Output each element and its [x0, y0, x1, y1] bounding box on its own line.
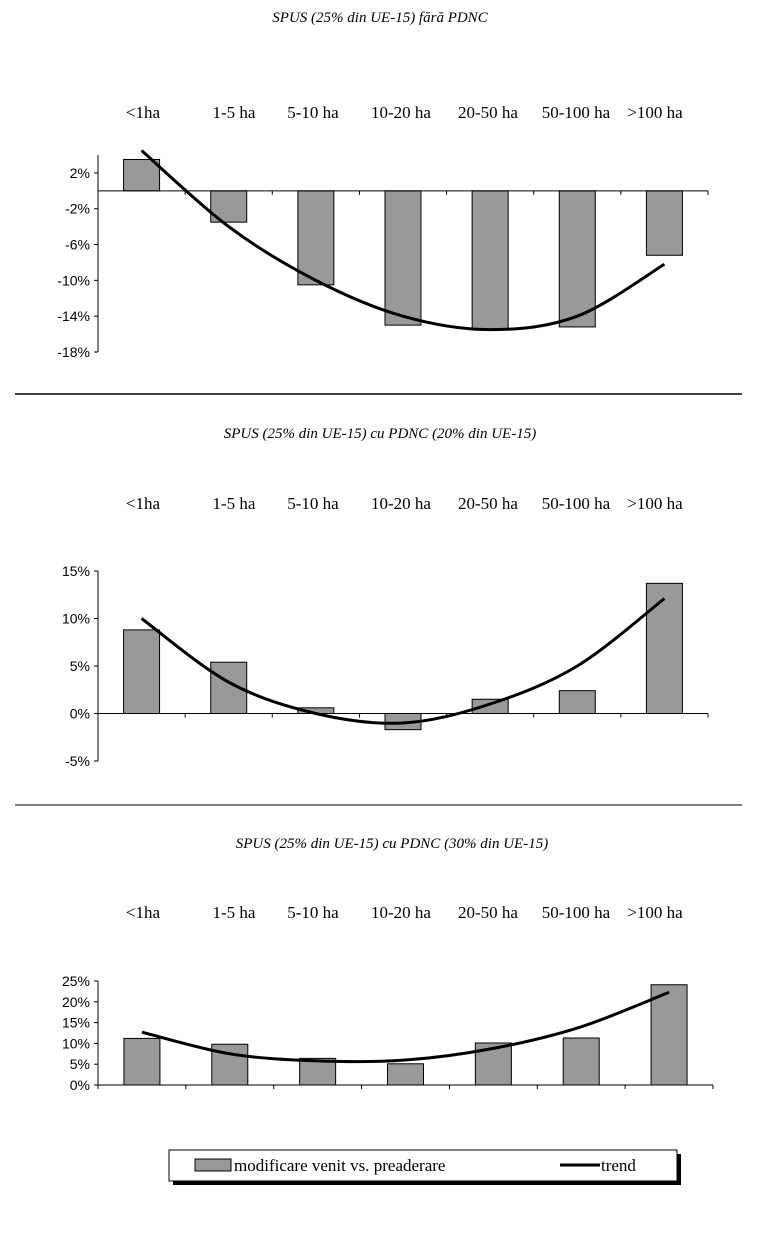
chart-1-bar — [471, 190, 509, 331]
chart-1-y-tick-label: -6% — [65, 237, 90, 253]
chart-2-category-label: 50-100 ha — [542, 494, 611, 513]
chart-1-category-label: 50-100 ha — [542, 103, 611, 122]
chart-1-y-tick-label: -2% — [65, 201, 90, 217]
chart-2-category-labels: <1ha 1-5 ha 5-10 ha 10-20 ha 20-50 ha 50-100 … — [126, 494, 683, 513]
chart-1-category-label: <1ha — [126, 103, 161, 122]
chart-panel-2: SPUS (25% din UE-15) cu PDNC (20% din UE… — [62, 426, 709, 769]
chart-3-category-label: 1-5 ha — [213, 903, 256, 922]
legend-bar-swatch — [194, 1158, 232, 1172]
chart-2-bar — [558, 690, 596, 715]
chart-3-y-tick-label: 10% — [62, 1035, 90, 1051]
chart-3-y-tick-label: 15% — [62, 1015, 90, 1031]
chart-3-category-label: 20-50 ha — [458, 903, 518, 922]
chart-3-category-label: 5-10 ha — [287, 903, 339, 922]
chart-2-bar — [645, 582, 683, 714]
chart-1-y-tick-label: -14% — [57, 308, 90, 324]
chart-2-y-tick-label: 0% — [70, 706, 90, 722]
chart-3-category-label: 10-20 ha — [371, 903, 431, 922]
chart-3-trend-line — [141, 990, 670, 1064]
chart-2-y-tick-label: 5% — [70, 658, 90, 674]
chart-1-category-label: 5-10 ha — [287, 103, 339, 122]
chart-2-category-label: 20-50 ha — [458, 494, 518, 513]
chart-2-y-tick-label: -5% — [65, 753, 90, 769]
chart-2-plot: 15% 10% 5% 0% -5% — [62, 563, 709, 769]
chart-2-bar — [123, 629, 161, 715]
legend-bar-label: modificare venit vs. preaderare — [234, 1156, 445, 1175]
chart-2-category-label: 10-20 ha — [371, 494, 431, 513]
chart-2-category-label: 5-10 ha — [287, 494, 339, 513]
chart-2-trend-line — [140, 597, 666, 725]
chart-1-category-labels: <1ha 1-5 ha 5-10 ha 10-20 ha 20-50 ha 50-100 … — [126, 103, 683, 122]
chart-3-y-tick-label: 0% — [70, 1077, 90, 1093]
chart-1-category-label: 1-5 ha — [213, 103, 256, 122]
chart-1-trend-line — [140, 149, 666, 332]
chart-3-bar — [387, 1063, 424, 1086]
chart-2-category-label: >100 ha — [627, 494, 683, 513]
chart-1-title: SPUS (25% din UE-15) fără PDNC — [272, 10, 488, 26]
legend-trend-label: trend — [601, 1156, 636, 1175]
chart-1-bar — [297, 190, 335, 286]
chart-1-category-label: >100 ha — [627, 103, 683, 122]
chart-3-bar — [650, 984, 688, 1086]
chart-3-category-label: >100 ha — [627, 903, 683, 922]
chart-1-y-tick-label: -18% — [57, 344, 90, 360]
chart-3-bar — [123, 1037, 161, 1086]
chart-panel-1: SPUS (25% din UE-15) fără PDNC <1ha 1-5 h… — [57, 10, 709, 360]
chart-1-bar — [384, 190, 422, 326]
chart-3-bar — [299, 1057, 337, 1086]
chart-3-plot: 25% 20% 15% 10% 5% 0% — [62, 973, 714, 1093]
chart-2-y-tick-label: 15% — [62, 563, 90, 579]
chart-3-category-labels: <1ha 1-5 ha 5-10 ha 10-20 ha 20-50 ha 50-100 … — [126, 903, 683, 922]
chart-2-title: SPUS (25% din UE-15) cu PDNC (20% din UE… — [224, 426, 536, 442]
chart-3-title: SPUS (25% din UE-15) cu PDNC (30% din UE… — [236, 836, 548, 852]
legend: modificare venit vs. preaderare trend — [168, 1149, 681, 1185]
chart-3-category-label: 50-100 ha — [542, 903, 611, 922]
chart-1-category-label: 10-20 ha — [371, 103, 431, 122]
chart-2-bar — [471, 698, 509, 714]
chart-1-plot: 2% -2% -6% -10% -14% -18% — [57, 149, 709, 360]
chart-1-y-tick-label: 2% — [70, 165, 90, 181]
chart-1-y-tick-label: -10% — [57, 272, 90, 288]
chart-3-bar — [562, 1037, 600, 1086]
chart-3-y-tick-label: 25% — [62, 973, 90, 989]
chart-2-category-label: <1ha — [126, 494, 161, 513]
chart-1-bar — [558, 190, 596, 328]
chart-1-bar — [645, 190, 683, 256]
chart-2-y-tick-label: 10% — [62, 611, 90, 627]
chart-3-y-tick-label: 20% — [62, 994, 90, 1010]
chart-panel-3: SPUS (25% din UE-15) cu PDNC (30% din UE… — [62, 836, 714, 1093]
chart-1-category-label: 20-50 ha — [458, 103, 518, 122]
chart-3-category-label: <1ha — [126, 903, 161, 922]
chart-3-y-tick-label: 5% — [70, 1056, 90, 1072]
chart-2-category-label: 1-5 ha — [213, 494, 256, 513]
chart-1-bar — [123, 158, 161, 192]
